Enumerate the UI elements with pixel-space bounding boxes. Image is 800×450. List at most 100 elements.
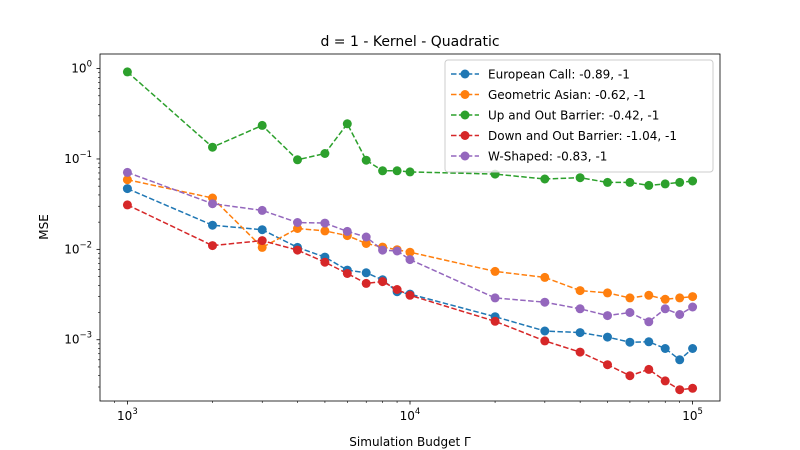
data-point — [320, 257, 330, 267]
data-point — [688, 344, 698, 353]
data-point — [361, 239, 371, 248]
legend-swatch-marker — [460, 151, 470, 161]
data-point — [603, 311, 612, 321]
series-3 — [122, 200, 698, 395]
data-point — [625, 177, 635, 187]
data-point — [257, 120, 267, 130]
data-point — [405, 167, 415, 177]
data-point — [361, 278, 371, 288]
data-point — [392, 246, 402, 256]
data-point — [378, 166, 388, 176]
data-point — [257, 236, 267, 246]
legend-entry: W-Shaped: -0.83, -1 — [451, 150, 607, 164]
data-point — [540, 297, 550, 307]
data-point — [688, 292, 698, 302]
data-point — [257, 225, 267, 235]
series-4 — [122, 167, 698, 327]
data-point — [625, 308, 635, 317]
data-point — [392, 285, 402, 294]
data-point — [490, 293, 500, 303]
chart-title: d = 1 - Kernel - Quadratic — [320, 34, 499, 50]
data-point — [320, 218, 330, 228]
legend-label: W-Shaped: -0.83, -1 — [488, 150, 607, 164]
legend-swatch-marker — [460, 110, 470, 120]
legend-label: Down and Out Barrier: -1.04, -1 — [488, 129, 677, 143]
y-tick-label: 100 — [71, 60, 92, 76]
y-axis-label: MSE — [37, 214, 51, 240]
data-point — [378, 277, 388, 287]
data-point — [378, 245, 388, 255]
data-point — [675, 385, 685, 395]
data-point — [122, 200, 132, 210]
data-point — [644, 180, 654, 190]
data-point — [490, 266, 500, 276]
data-point — [208, 199, 217, 209]
data-point — [122, 167, 132, 177]
data-point — [660, 304, 670, 314]
legend: European Call: -0.89, -1 Geometric Asian:… — [444, 59, 714, 173]
legend-entry: Up and Out Barrier: -0.42, -1 — [451, 109, 659, 123]
data-point — [575, 304, 585, 314]
y-tick-label: 10−1 — [64, 150, 92, 166]
data-point — [575, 286, 585, 296]
data-point — [320, 149, 330, 158]
legend-label: European Call: -0.89, -1 — [488, 68, 630, 82]
data-point — [644, 290, 654, 300]
data-point — [293, 245, 302, 255]
legend-entry: European Call: -0.89, -1 — [451, 68, 630, 82]
data-point — [688, 302, 698, 312]
data-point — [603, 332, 612, 342]
data-point — [625, 337, 635, 347]
data-point — [540, 336, 550, 346]
data-point — [122, 175, 132, 185]
legend-swatch-marker — [460, 90, 470, 99]
data-point — [625, 371, 635, 381]
x-axis-label: Simulation Budget Γ — [349, 435, 471, 449]
data-point — [342, 226, 352, 236]
data-point — [361, 268, 371, 278]
data-point — [625, 293, 635, 303]
legend-label: Geometric Asian: -0.62, -1 — [488, 88, 646, 102]
legend-label: Up and Out Barrier: -0.42, -1 — [488, 109, 659, 123]
x-tick-label: 104 — [400, 407, 421, 423]
data-point — [208, 220, 217, 230]
x-tick-label: 105 — [682, 407, 703, 423]
data-point — [122, 67, 132, 77]
data-point — [342, 269, 352, 278]
data-point — [405, 255, 415, 265]
data-point — [342, 119, 352, 129]
data-point — [660, 376, 670, 386]
data-point — [688, 383, 698, 393]
data-point — [257, 205, 267, 215]
data-point — [257, 242, 267, 252]
data-point — [603, 360, 612, 370]
data-point — [540, 326, 550, 336]
data-point — [675, 293, 685, 303]
data-point — [644, 337, 654, 347]
data-point — [644, 317, 654, 327]
data-point — [540, 174, 550, 184]
y-tick-label: 10−2 — [64, 240, 92, 256]
data-point — [293, 218, 302, 227]
legend-swatch-marker — [460, 131, 470, 140]
data-point — [122, 184, 132, 194]
data-point — [603, 177, 612, 187]
x-tick-label: 103 — [117, 407, 138, 423]
series-2 — [122, 67, 698, 190]
data-point — [660, 344, 670, 353]
data-point — [208, 241, 217, 251]
data-point — [405, 290, 415, 300]
series-0 — [122, 184, 698, 365]
data-point — [575, 328, 585, 338]
data-point — [575, 347, 585, 357]
data-point — [603, 288, 612, 298]
data-point — [293, 155, 302, 165]
data-point — [361, 232, 371, 242]
series-layer — [122, 67, 698, 395]
legend-swatch-marker — [460, 69, 470, 79]
data-point — [320, 226, 330, 236]
data-point — [660, 294, 670, 304]
data-point — [675, 355, 685, 365]
ticks-layer: 103 104 105 10−3 10−2 10−1 100 — [64, 60, 703, 423]
